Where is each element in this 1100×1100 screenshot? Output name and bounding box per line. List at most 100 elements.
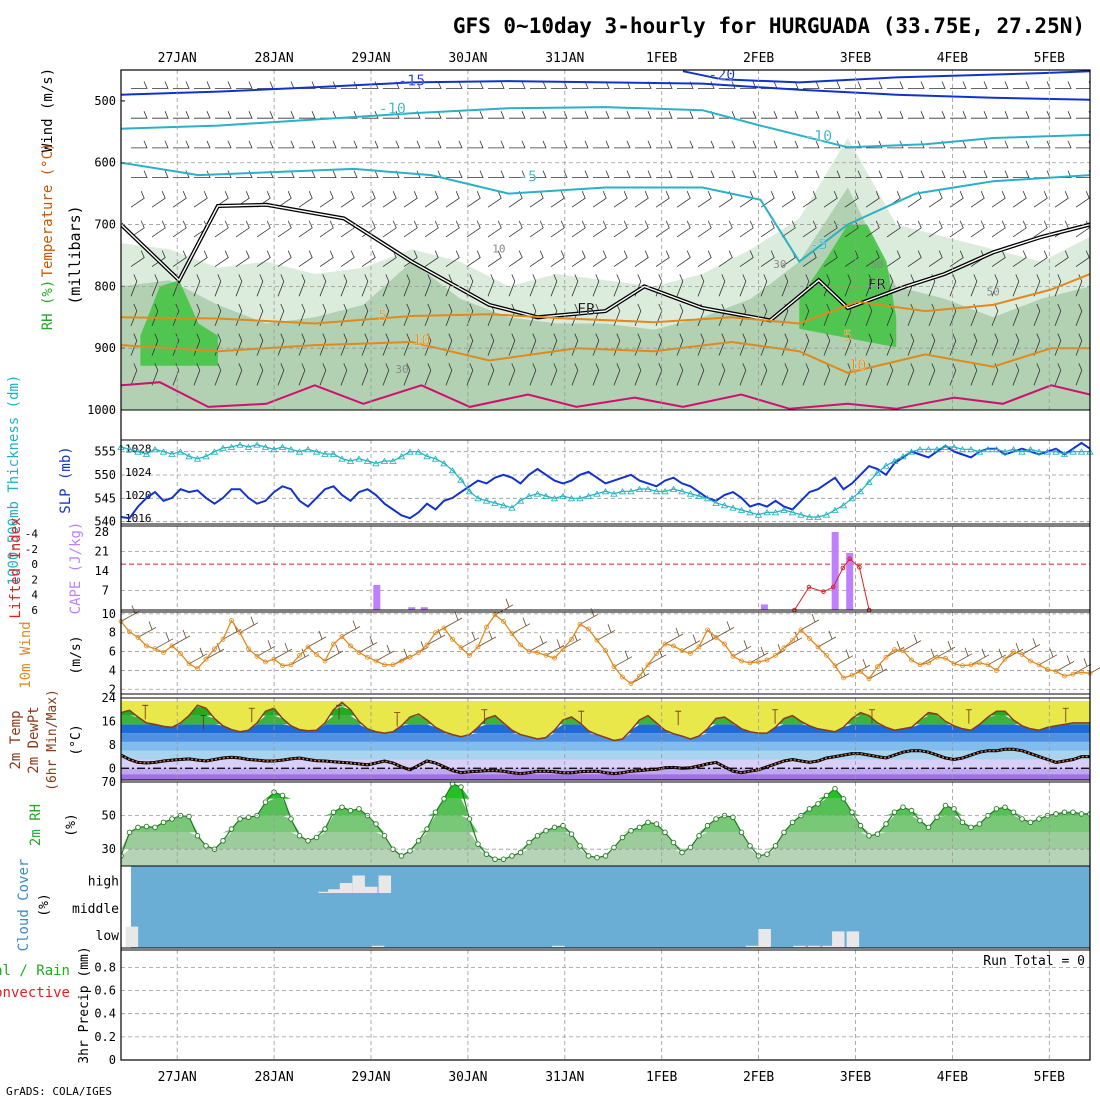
wind-barb-10m — [426, 628, 446, 646]
thickness-point — [678, 488, 686, 495]
thickness-point — [576, 495, 584, 502]
wind-speed-point — [909, 657, 914, 663]
wind-barb-upper — [949, 220, 964, 238]
wind-barb-10m — [120, 605, 140, 622]
thickness-point — [797, 511, 805, 518]
precip-tick-label: 0.8 — [94, 960, 116, 974]
pressure-tick-label: 800 — [94, 279, 116, 293]
wind-barb-upper — [299, 111, 316, 119]
rh-2m-point — [942, 802, 949, 809]
wind-barb-upper — [760, 333, 768, 356]
wind-barb-10m — [715, 621, 735, 638]
wind-barb-upper — [677, 111, 694, 119]
wind-barb-upper — [1034, 140, 1051, 149]
wind-barb-upper — [508, 220, 523, 238]
wind-barb-upper — [739, 333, 747, 356]
wind-barb-upper — [824, 81, 841, 89]
wind-barb-upper — [194, 81, 211, 89]
wind-speed-point — [756, 659, 761, 665]
rh-2m-point — [381, 833, 388, 839]
wind-barb-upper — [277, 220, 292, 238]
rh-2m-point — [1078, 811, 1085, 817]
wind-barb-upper — [382, 363, 390, 386]
wind-barb-10m — [749, 646, 769, 664]
rh-2m-point — [407, 848, 413, 854]
wind-barb-upper — [487, 363, 495, 386]
wind-barb-upper — [697, 333, 705, 356]
date-tick-label-top: 2FEB — [743, 51, 774, 66]
rh-2m-point — [772, 843, 779, 849]
rh-2m-point — [517, 849, 524, 856]
rh-2m-point — [228, 826, 235, 832]
wind-barb-upper — [718, 333, 726, 356]
wind-barb-upper — [1054, 363, 1062, 386]
rh-2m-point — [169, 816, 175, 822]
thickness-point — [414, 448, 423, 455]
wind-barb-10m — [358, 636, 378, 653]
wind-barb-upper — [466, 191, 481, 208]
wind-barb-upper — [152, 170, 169, 178]
wind-speed-point — [1053, 668, 1059, 674]
rh-2m-point — [832, 785, 838, 792]
wind-speed-point — [815, 644, 821, 650]
thickness-point — [321, 450, 329, 457]
wind-barb-upper — [802, 220, 817, 238]
precip-tick-label: 0.6 — [94, 984, 116, 998]
wind-barb-upper — [1034, 111, 1051, 119]
wind-barb-upper — [277, 250, 292, 267]
thickness-point — [814, 513, 822, 520]
wind-barb-upper — [949, 363, 957, 386]
wind-barb-upper — [362, 170, 379, 178]
rh-2m-point — [849, 809, 855, 815]
wind-barb-upper — [298, 191, 313, 208]
thickness-point — [856, 488, 865, 495]
wind-barb-10m — [188, 647, 208, 665]
wind-barb-upper — [1034, 81, 1051, 89]
wind-barb-upper — [424, 220, 439, 238]
rh-tick-label: 50 — [102, 809, 116, 823]
axis-label-thickness: 1000-500mb Thickness (dm) — [6, 375, 22, 586]
wind-barb-upper — [697, 191, 712, 208]
date-tick-label-bottom: 5FEB — [1034, 1070, 1065, 1085]
rh-2m-point — [781, 829, 787, 836]
rh-2m-point — [687, 844, 694, 851]
wind-barb-upper — [277, 191, 292, 208]
wind-barb-upper — [824, 170, 841, 178]
pressure-tick-label: 500 — [94, 94, 116, 108]
wind-barb-10m — [936, 641, 956, 658]
wind-barb-upper — [173, 140, 190, 149]
thickness-point — [253, 441, 261, 448]
wind-barb-upper — [634, 363, 642, 386]
thickness-point — [635, 485, 644, 492]
wind-barb-10m — [256, 640, 276, 657]
rh-2m-point — [628, 827, 634, 834]
wind-barb-upper — [803, 140, 820, 149]
wind-barb-upper — [739, 250, 754, 267]
wind-barb-10m — [596, 624, 616, 641]
cloud-bar-low — [822, 945, 835, 947]
wind-barb-upper — [676, 220, 691, 238]
wind-speed-point — [178, 651, 183, 656]
temp-tick-label: 24 — [102, 691, 116, 705]
date-tick-label-top: 3FEB — [840, 51, 871, 66]
thickness-point — [159, 448, 168, 455]
wind-barb-upper — [676, 191, 691, 208]
wind-barb-upper — [971, 140, 988, 149]
contour-label: 30 — [773, 258, 786, 271]
wind-speed-point — [535, 650, 540, 655]
wind-barb-upper — [341, 140, 358, 149]
rh-2m-point — [713, 816, 719, 822]
wind-barb-upper — [256, 274, 264, 297]
wind-barb-10m — [443, 611, 463, 629]
wind-barb-upper — [635, 111, 652, 119]
wind-barb-upper — [487, 250, 502, 267]
wind-barb-upper — [1012, 333, 1020, 356]
wind-barb-upper — [403, 250, 418, 267]
wind-speed-point — [203, 656, 209, 662]
thickness-point — [1001, 448, 1009, 455]
contour-label: -15 — [398, 71, 425, 89]
wind-barb-upper — [781, 220, 796, 238]
wind-speed-point — [739, 658, 744, 664]
wind-speed-point — [501, 619, 506, 624]
wind-barb-upper — [802, 363, 810, 386]
